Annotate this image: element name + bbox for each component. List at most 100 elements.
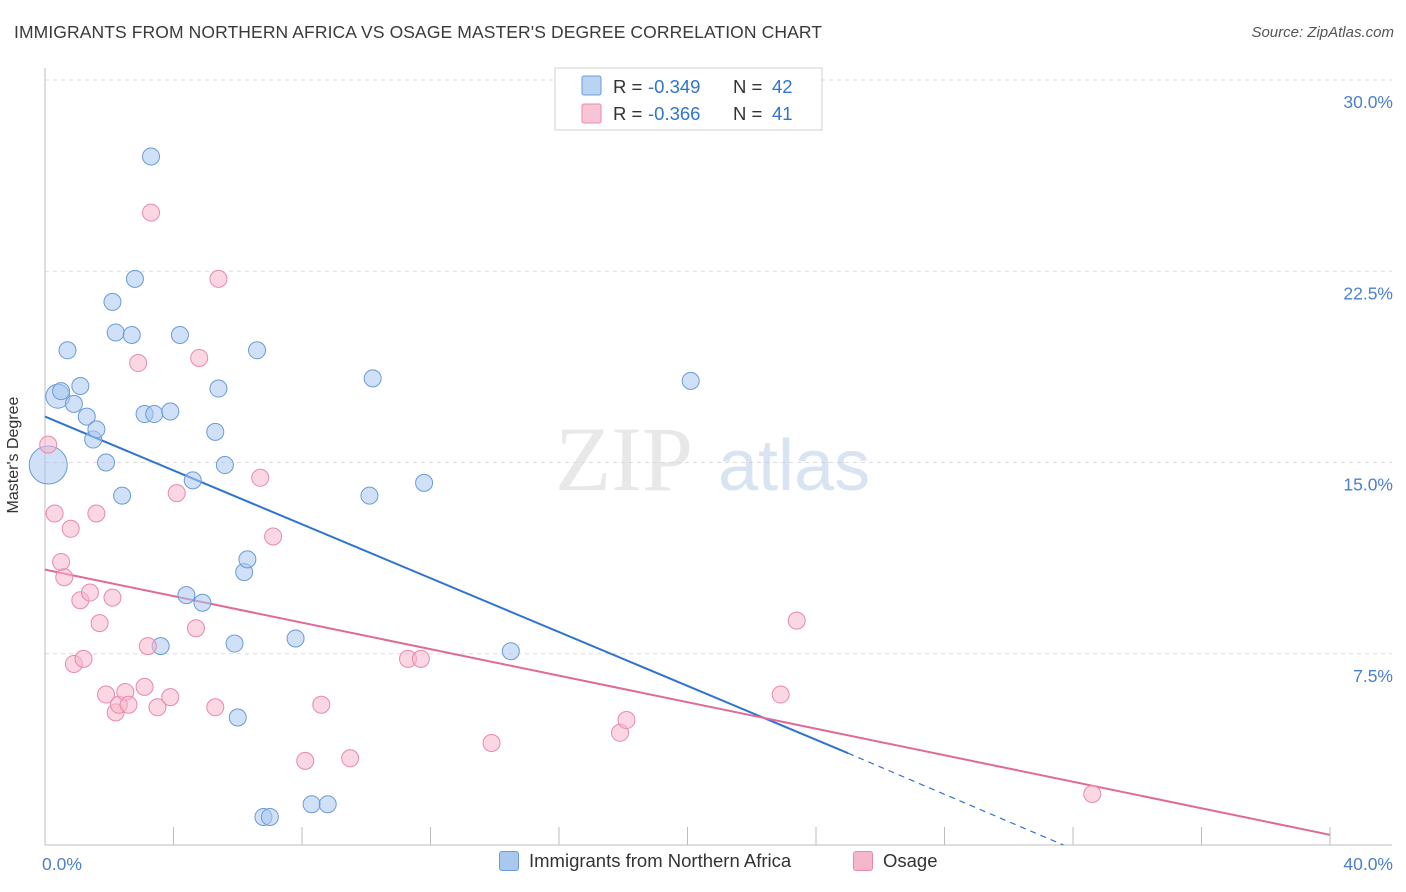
point-osage: [264, 527, 283, 546]
point-osage: [209, 269, 228, 288]
y-tick-label-0: 7.5%: [1353, 666, 1393, 686]
point-osage: [186, 619, 205, 638]
trend-line-osage: [44, 568, 1331, 836]
point-northern-africa: [209, 379, 228, 398]
point-northern-africa: [225, 634, 244, 653]
point-osage: [103, 588, 122, 607]
y-tick-label-1: 15.0%: [1343, 475, 1393, 495]
grid-lines: [45, 79, 1392, 655]
chart-title: IMMIGRANTS FROM NORTHERN AFRICA VS OSAGE…: [14, 22, 823, 42]
point-osage: [142, 203, 161, 222]
x-tick-label-0: 0.0%: [42, 854, 82, 874]
stats-legend-swatch-blue: [581, 75, 602, 96]
point-osage: [87, 504, 106, 523]
stats-legend-swatch-pink: [581, 103, 602, 124]
point-osage: [45, 504, 64, 523]
trend-lines: [44, 415, 1331, 846]
point-osage: [74, 649, 93, 668]
point-osage: [39, 435, 58, 454]
legend-swatch-blue: [499, 851, 519, 871]
point-northern-africa: [106, 323, 125, 342]
point-northern-africa: [286, 629, 305, 648]
stats-r-label-1: R =: [613, 76, 642, 97]
point-osage: [52, 552, 71, 571]
watermark-zip: ZIP: [555, 408, 693, 510]
legend-item-northern-africa: Immigrants from Northern Africa: [499, 850, 791, 872]
point-osage: [167, 484, 186, 503]
legend-label-northern-africa: Immigrants from Northern Africa: [529, 850, 792, 871]
point-northern-africa: [177, 586, 196, 605]
point-osage: [341, 749, 360, 768]
stats-r-label-2: R =: [613, 103, 642, 124]
point-osage: [312, 695, 331, 714]
stats-r-value-2: -0.366: [648, 103, 700, 124]
data-points: [28, 147, 1102, 826]
series-legend: Immigrants from Northern Africa Osage: [0, 850, 1406, 880]
point-osage: [80, 583, 99, 602]
y-tick-label-2: 22.5%: [1343, 283, 1393, 303]
point-osage: [161, 688, 180, 707]
point-northern-africa: [125, 269, 144, 288]
point-osage: [138, 637, 157, 656]
point-northern-africa: [248, 341, 267, 360]
point-northern-africa: [58, 341, 77, 360]
point-northern-africa: [87, 420, 106, 439]
point-northern-africa: [103, 292, 122, 311]
legend-swatch-pink: [853, 851, 873, 871]
point-northern-africa: [228, 708, 247, 727]
point-osage: [411, 649, 430, 668]
point-osage: [135, 677, 154, 696]
point-northern-africa: [681, 371, 700, 390]
watermark: ZIP atlas: [555, 408, 870, 510]
point-osage: [61, 519, 80, 538]
point-northern-africa: [77, 407, 96, 426]
point-northern-africa: [363, 369, 382, 388]
point-osage: [617, 711, 636, 730]
point-osage: [482, 734, 501, 752]
point-osage: [787, 611, 806, 630]
point-osage: [97, 685, 116, 704]
point-northern-africa: [302, 795, 321, 814]
point-northern-africa: [260, 807, 279, 826]
point-northern-africa: [64, 394, 83, 413]
point-northern-africa: [215, 456, 234, 475]
stats-n-value-2: 41: [772, 103, 793, 124]
point-northern-africa: [113, 486, 132, 505]
point-osage: [1083, 785, 1102, 803]
point-northern-africa: [170, 326, 189, 344]
point-northern-africa: [97, 453, 116, 472]
point-northern-africa: [415, 473, 434, 492]
point-northern-africa: [238, 550, 257, 569]
point-osage: [190, 348, 209, 367]
point-osage: [206, 698, 225, 717]
point-northern-africa: [52, 382, 71, 401]
point-osage: [129, 354, 148, 373]
point-northern-africa: [142, 147, 161, 166]
point-osage: [771, 685, 790, 704]
point-northern-africa: [145, 405, 164, 424]
point-osage: [148, 698, 167, 717]
point-osage: [55, 568, 74, 587]
trend-line-northern-africa-extension: [847, 752, 1064, 846]
x-tick-label-1: 40.0%: [1343, 854, 1393, 874]
point-northern-africa: [206, 422, 225, 441]
point-northern-africa: [501, 642, 520, 661]
point-osage: [251, 468, 270, 487]
watermark-atlas: atlas: [718, 426, 870, 506]
trend-line-northern-africa: [44, 415, 849, 755]
legend-item-osage: Osage: [853, 850, 938, 872]
source-credit: Source: ZipAtlas.com: [1251, 24, 1394, 41]
tick-labels: 7.5% 15.0% 22.5% 30.0% 0.0% 40.0%: [42, 92, 1393, 874]
legend-label-osage: Osage: [883, 850, 938, 871]
point-northern-africa: [360, 486, 379, 505]
y-tick-label-3: 30.0%: [1343, 92, 1393, 112]
stats-r-value-1: -0.349: [648, 76, 700, 97]
point-northern-africa: [193, 593, 212, 612]
point-osage: [119, 695, 138, 714]
stats-legend: R = -0.349 N = 42 R = -0.366 N = 41: [554, 67, 823, 131]
point-northern-africa: [71, 377, 90, 395]
point-northern-africa: [161, 402, 180, 421]
point-osage: [296, 751, 315, 770]
point-northern-africa: [318, 795, 337, 814]
